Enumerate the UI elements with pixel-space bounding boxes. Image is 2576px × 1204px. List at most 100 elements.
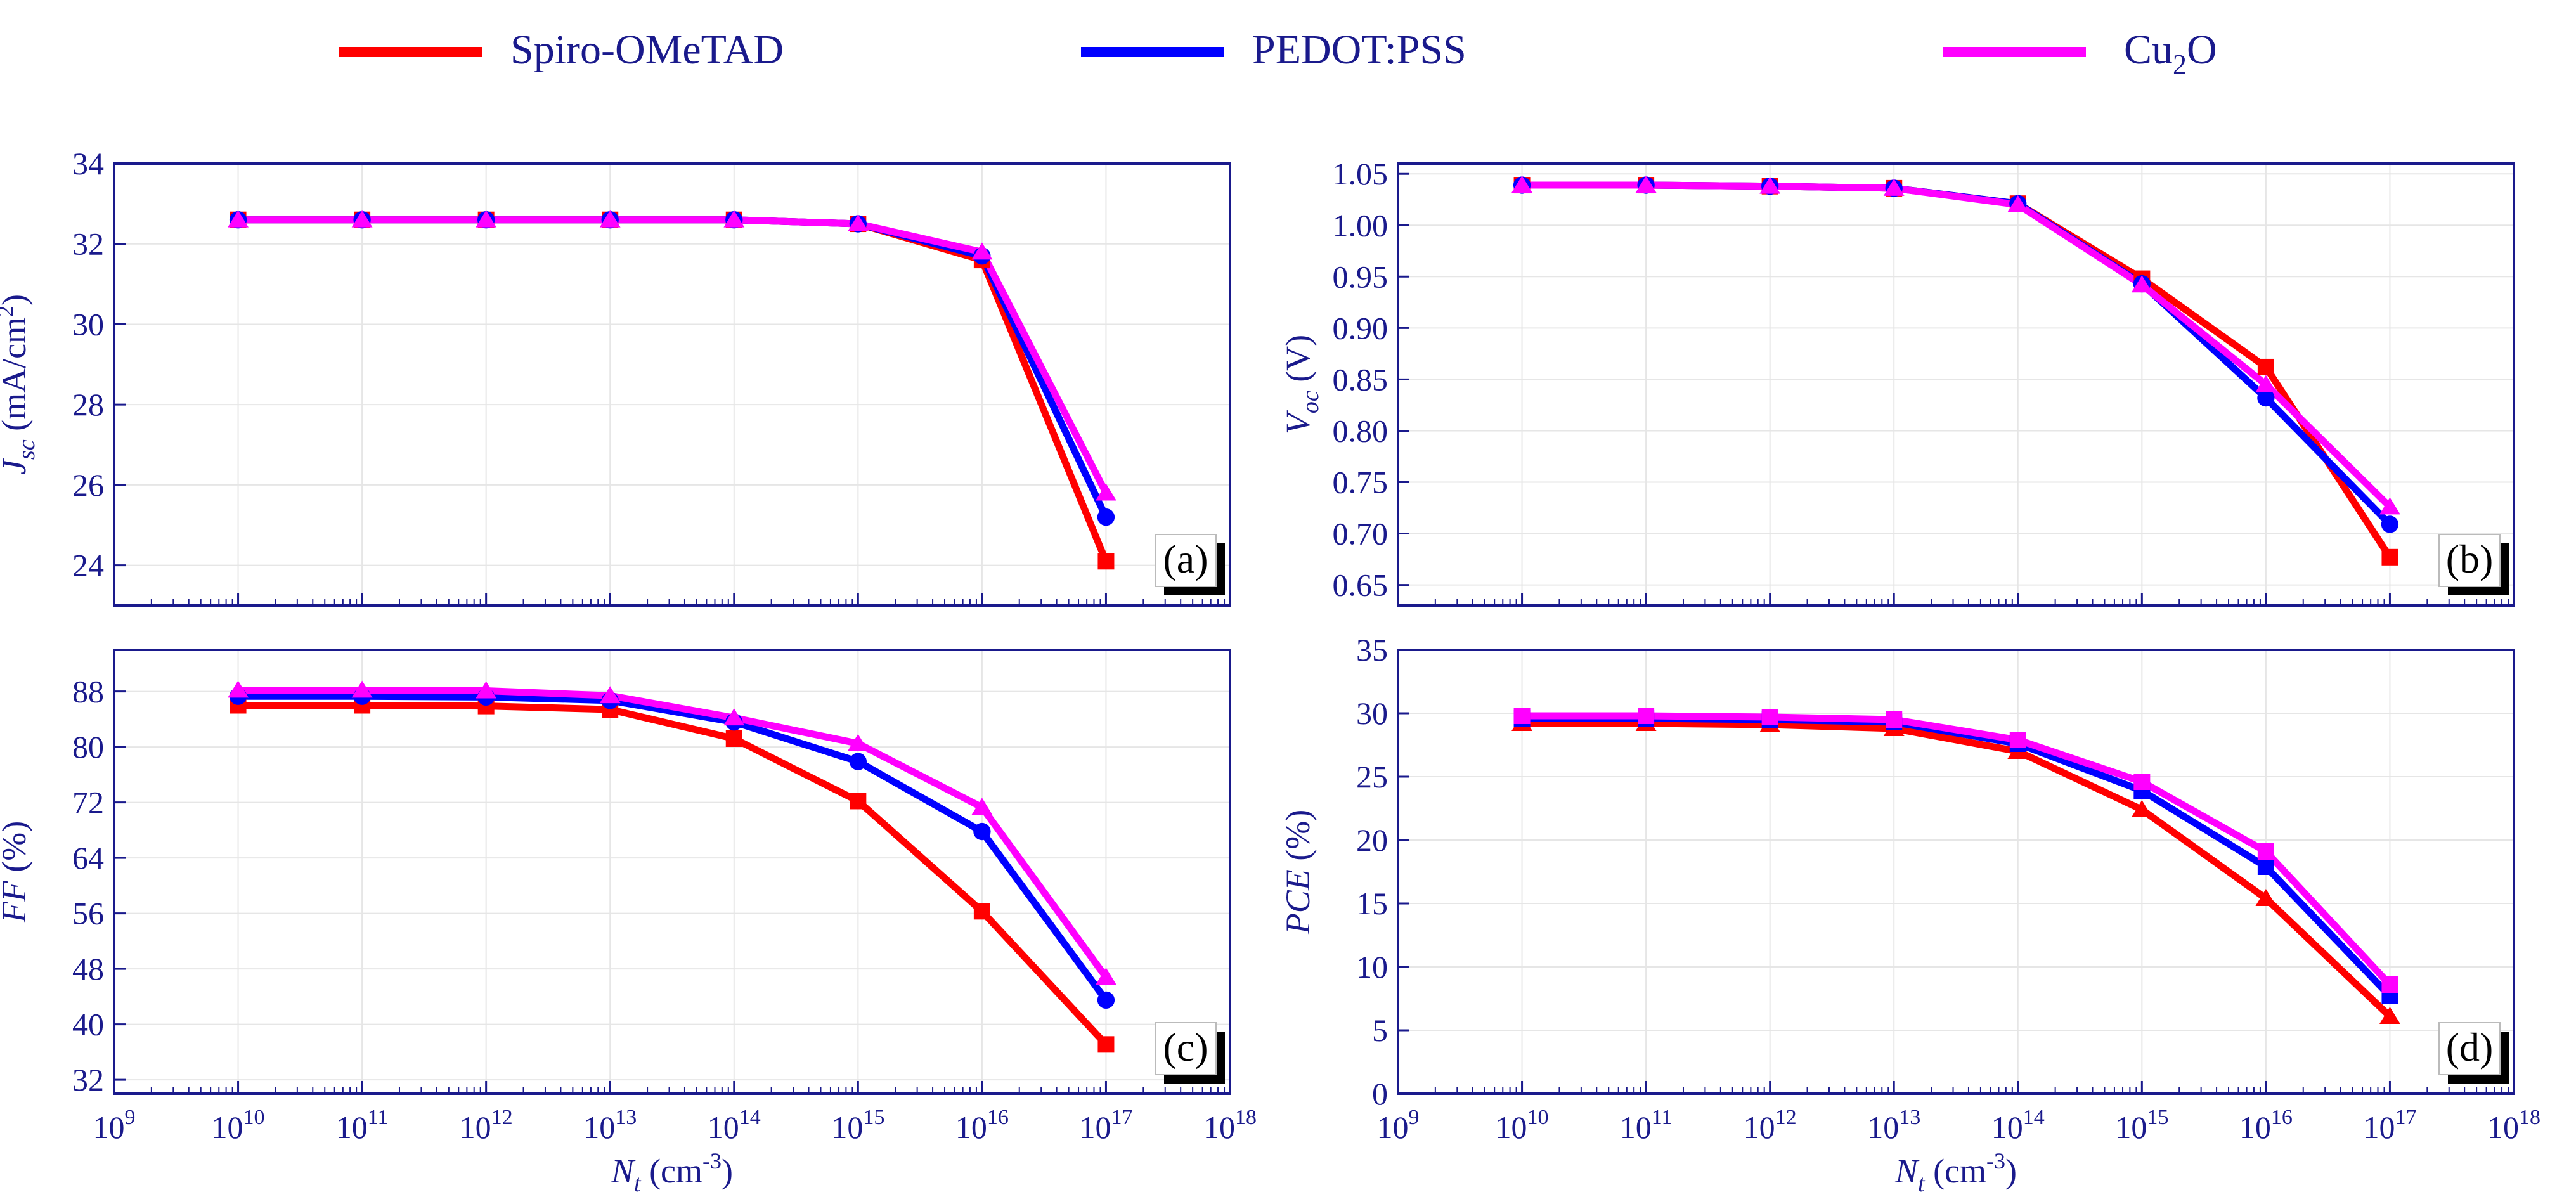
y-tick-label: 10: [1356, 949, 1388, 985]
x-axis-label: Nt (cm-3): [611, 1148, 733, 1197]
y-tick-label: 48: [72, 951, 104, 987]
y-tick-label: 72: [72, 785, 104, 820]
chart-panel-c: 32 40 48 56 64 72 80 88 109 1010 1011 1012 1013 1014 1…: [0, 649, 1257, 1197]
legend: Spiro-OMeTAD PEDOT:PSS Cu2O: [339, 27, 2217, 80]
y-tick-label: 0: [1372, 1076, 1388, 1111]
y-tick-label: 25: [1356, 759, 1388, 794]
data-point-cu2o: [2255, 375, 2277, 392]
data-point-cu2o: [847, 214, 869, 232]
x-tick-label: 1018: [1203, 1106, 1257, 1145]
gridlines: [113, 650, 1231, 1094]
x-tick-label: 1012: [460, 1106, 513, 1145]
series-line-cu2o: [1518, 712, 2393, 988]
data-point-cu2o: [1635, 176, 1657, 193]
data-point-cu2o: [351, 210, 373, 228]
chart-panel-a: 24 26 28 30 32 34 (a) Jsc (mA/cm2): [0, 146, 1231, 607]
y-tick-label: 88: [72, 674, 104, 709]
y-tick-label: 32: [72, 1062, 104, 1097]
y-tick-label: 0.95: [1333, 259, 1388, 294]
y-axis-label: FF (%): [0, 821, 33, 923]
x-axis-label: Nt (cm-3): [1894, 1148, 2017, 1197]
y-tick-label: 26: [72, 467, 104, 503]
data-point-spiro-ometad: [725, 730, 742, 747]
x-tick-label: 109: [93, 1106, 136, 1145]
x-tick-label: 1011: [336, 1106, 389, 1145]
gridlines: [1397, 164, 2515, 605]
data-point-pedot-pss: [2257, 389, 2275, 407]
x-tick-label: 1012: [1744, 1106, 1797, 1145]
data-point-pedot-pss: [2381, 515, 2399, 533]
data-point-cu2o: [228, 680, 249, 698]
data-point-cu2o: [847, 734, 869, 751]
y-tick-label: 24: [72, 548, 104, 583]
y-tick-label: 56: [72, 896, 104, 931]
y-tick-label: 20: [1356, 822, 1388, 858]
y-tick-label: 0.80: [1333, 413, 1388, 448]
x-tick-label: 1015: [831, 1106, 884, 1145]
data-point-cu2o: [723, 708, 745, 726]
series-line-spiro-ometad: [235, 702, 1110, 1048]
axes-frame: [1397, 162, 2515, 607]
data-point-cu2o: [599, 210, 621, 228]
data-point-spiro-ometad: [2379, 1007, 2400, 1024]
x-tick-label: 1016: [2239, 1106, 2293, 1145]
legend-label: Cu2O: [2124, 27, 2217, 80]
y-tick-label: 40: [72, 1007, 104, 1042]
y-tick-label: 0.65: [1333, 567, 1388, 603]
x-tick-label: 1018: [2487, 1106, 2540, 1145]
series-markers-cu2o: [1511, 176, 2400, 515]
data-point-cu2o: [1886, 711, 1903, 728]
series-line-cu2o: [235, 216, 1110, 497]
data-point-spiro-ometad: [850, 793, 867, 810]
panel-label-box: [2438, 534, 2501, 587]
data-point-cu2o: [1759, 176, 1781, 194]
data-point-cu2o: [1761, 709, 1778, 725]
y-tick-label: 34: [72, 146, 104, 181]
panel-label: (d): [2446, 1025, 2494, 1070]
legend-label: PEDOT:PSS: [1252, 27, 1466, 73]
data-point-cu2o: [476, 681, 497, 699]
panel-label-box: [1155, 1022, 1217, 1075]
x-tick-label: 1014: [1991, 1106, 2045, 1145]
y-tick-label: 0.75: [1333, 464, 1388, 500]
y-axis-label: PCE (%): [1279, 810, 1317, 935]
data-point-cu2o: [476, 210, 497, 228]
panel-label: (b): [2446, 536, 2494, 581]
y-tick-label: 35: [1356, 632, 1388, 668]
data-point-cu2o: [2009, 732, 2026, 748]
x-tick-label: 109: [1377, 1106, 1420, 1145]
series-line-spiro-ometad: [1518, 720, 2393, 1020]
data-point-cu2o: [1511, 176, 1533, 193]
y-tick-label: 15: [1356, 886, 1388, 921]
legend-label: Spiro-OMeTAD: [510, 27, 784, 73]
y-tick-label: 64: [72, 840, 104, 876]
gridlines: [113, 163, 1231, 605]
panel-label: (a): [1163, 536, 1208, 581]
x-tick-label: 1011: [1620, 1106, 1673, 1145]
data-point-cu2o: [1095, 968, 1116, 985]
x-tick-label: 1016: [955, 1106, 1009, 1145]
y-tick-label: 1.05: [1333, 156, 1388, 191]
y-tick-label: 0.70: [1333, 516, 1388, 552]
x-tick-label: 1013: [583, 1106, 637, 1145]
data-point-pedot-pss: [2257, 858, 2274, 875]
data-point-pedot-pss: [973, 822, 991, 841]
x-tick-label: 1013: [1867, 1106, 1920, 1145]
y-axis-label: Voc (V): [1279, 335, 1324, 434]
x-tick-label: 1014: [708, 1106, 761, 1145]
y-tick-label: 0.85: [1333, 361, 1388, 397]
data-point-spiro-ometad: [2255, 889, 2277, 906]
chart-panel-b: 0.65 0.70 0.75 0.80 0.85 0.90 0.95 1.00 1.05 (b) V…: [1279, 156, 2515, 607]
data-point-spiro-ometad: [2131, 800, 2152, 817]
series-line-cu2o: [1518, 181, 2393, 510]
series-line-spiro-ometad: [235, 216, 1110, 565]
series-markers-cu2o: [1513, 708, 2398, 993]
data-point-cu2o: [228, 210, 249, 228]
y-tick-label: 32: [72, 226, 104, 262]
data-point-cu2o: [1638, 708, 1655, 724]
legend-item-cu2o: Cu2O: [1943, 27, 2217, 80]
y-tick-label: 5: [1372, 1013, 1388, 1048]
data-point-pedot-pss: [849, 753, 867, 770]
